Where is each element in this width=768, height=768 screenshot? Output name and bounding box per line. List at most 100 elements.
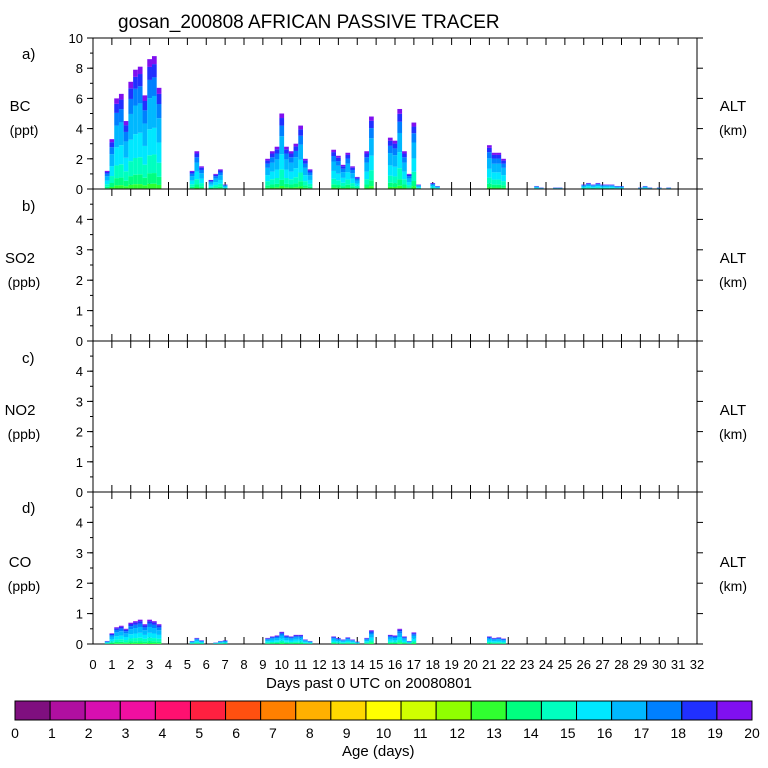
bar-segment <box>387 182 393 187</box>
bar-segment <box>133 76 138 89</box>
y-tick-label: 3 <box>76 243 83 258</box>
bar-segment <box>307 175 313 180</box>
colorbar-swatch <box>14 700 51 721</box>
x-tick-label: 30 <box>652 657 666 672</box>
panel-b-frame <box>92 188 698 342</box>
bar-segment <box>114 629 119 633</box>
bar-segment <box>487 183 492 188</box>
bar-segment <box>279 118 285 126</box>
bar-segment <box>430 186 436 188</box>
bar-segment <box>501 639 506 641</box>
bar-segment <box>411 171 417 182</box>
bar-segment <box>128 184 134 189</box>
bar-segment <box>387 165 393 176</box>
bar-segment <box>265 167 270 176</box>
bar-segment <box>345 172 351 180</box>
bar-segment <box>487 637 492 639</box>
panel-d-bar <box>123 628 129 644</box>
bar-segment <box>402 640 407 643</box>
bar-segment <box>614 186 620 188</box>
bar-segment <box>114 641 119 644</box>
panel-d-letter: d) <box>22 500 36 517</box>
bar-segment <box>118 631 124 636</box>
bar-segment <box>411 634 417 636</box>
bar-segment <box>364 162 370 172</box>
bar-segment <box>491 187 497 189</box>
bar-segment <box>586 183 591 184</box>
bar-segment <box>487 636 492 638</box>
bar-segment <box>293 143 299 147</box>
bar-segment <box>279 632 285 634</box>
colorbar-tick-label: 7 <box>269 725 277 741</box>
bar-segment <box>402 187 407 189</box>
bar-segment <box>265 638 270 640</box>
bar-segment <box>114 628 119 630</box>
bar-segment <box>491 154 497 159</box>
panel-a-bar <box>298 125 303 189</box>
y-tick-label: 6 <box>76 91 83 106</box>
bar-segment <box>600 185 605 186</box>
bar-segment <box>397 108 403 114</box>
bar-segment <box>284 183 289 188</box>
bar-segment <box>336 165 341 174</box>
panel-d-bar <box>406 640 412 644</box>
panel-a-bar <box>487 145 492 189</box>
bar-segment <box>156 176 162 185</box>
bar-segment <box>491 638 497 640</box>
panel-a-units: (ppt) <box>9 122 39 138</box>
bar-segment <box>491 163 497 173</box>
panel-a-bar <box>586 182 591 189</box>
bar-segment <box>387 635 393 637</box>
panel-d-bar <box>288 636 294 644</box>
colorbar-tick-label: 2 <box>85 725 93 741</box>
bar-segment <box>194 641 200 643</box>
bar-segment <box>156 104 162 119</box>
bar-segment <box>402 162 407 172</box>
bar-segment <box>298 642 303 644</box>
bar-segment <box>336 641 341 643</box>
y-tick-label: 1 <box>76 304 83 319</box>
bar-segment <box>265 641 270 643</box>
bar-segment <box>284 178 289 184</box>
bar-segment <box>288 162 294 172</box>
x-tick-label: 27 <box>595 657 609 672</box>
panel-a-bar <box>387 137 393 189</box>
bar-segment <box>496 152 502 155</box>
bar-segment <box>156 641 162 644</box>
bar-segment <box>369 642 374 644</box>
colorbar-tick-label: 9 <box>343 725 351 741</box>
bar-segment <box>345 152 351 155</box>
colorbar-tick-label: 16 <box>597 725 613 741</box>
bar-segment <box>293 642 299 644</box>
bar-segment <box>274 149 280 154</box>
bar-segment <box>142 641 148 644</box>
bar-segment <box>104 641 110 643</box>
bar-segment <box>491 172 497 180</box>
bar-segment <box>293 636 299 638</box>
bar-segment <box>213 173 219 175</box>
bar-segment <box>350 167 355 170</box>
bar-segment <box>345 637 351 639</box>
panel-a-bar <box>222 184 228 189</box>
panel-a-bar <box>350 166 355 189</box>
bar-segment <box>208 184 214 187</box>
bar-segment <box>265 163 270 168</box>
bar-segment <box>336 642 341 644</box>
bar-segment <box>307 183 313 187</box>
bar-segment <box>534 187 539 189</box>
bar-segment <box>199 178 204 184</box>
bar-segment <box>496 163 502 173</box>
bar-segment <box>218 169 223 171</box>
bar-segment <box>104 184 110 187</box>
bar-segment <box>118 628 124 632</box>
panel-a-bar <box>345 152 351 189</box>
panel-d-bar <box>222 640 228 644</box>
bar-segment <box>274 638 280 641</box>
bar-segment <box>350 640 355 641</box>
bar-segment <box>279 169 285 180</box>
panel-d-bar <box>133 621 138 644</box>
bar-segment <box>345 642 351 644</box>
bar-segment <box>581 187 587 189</box>
bar-segment <box>397 642 403 644</box>
bar-segment <box>392 635 398 636</box>
